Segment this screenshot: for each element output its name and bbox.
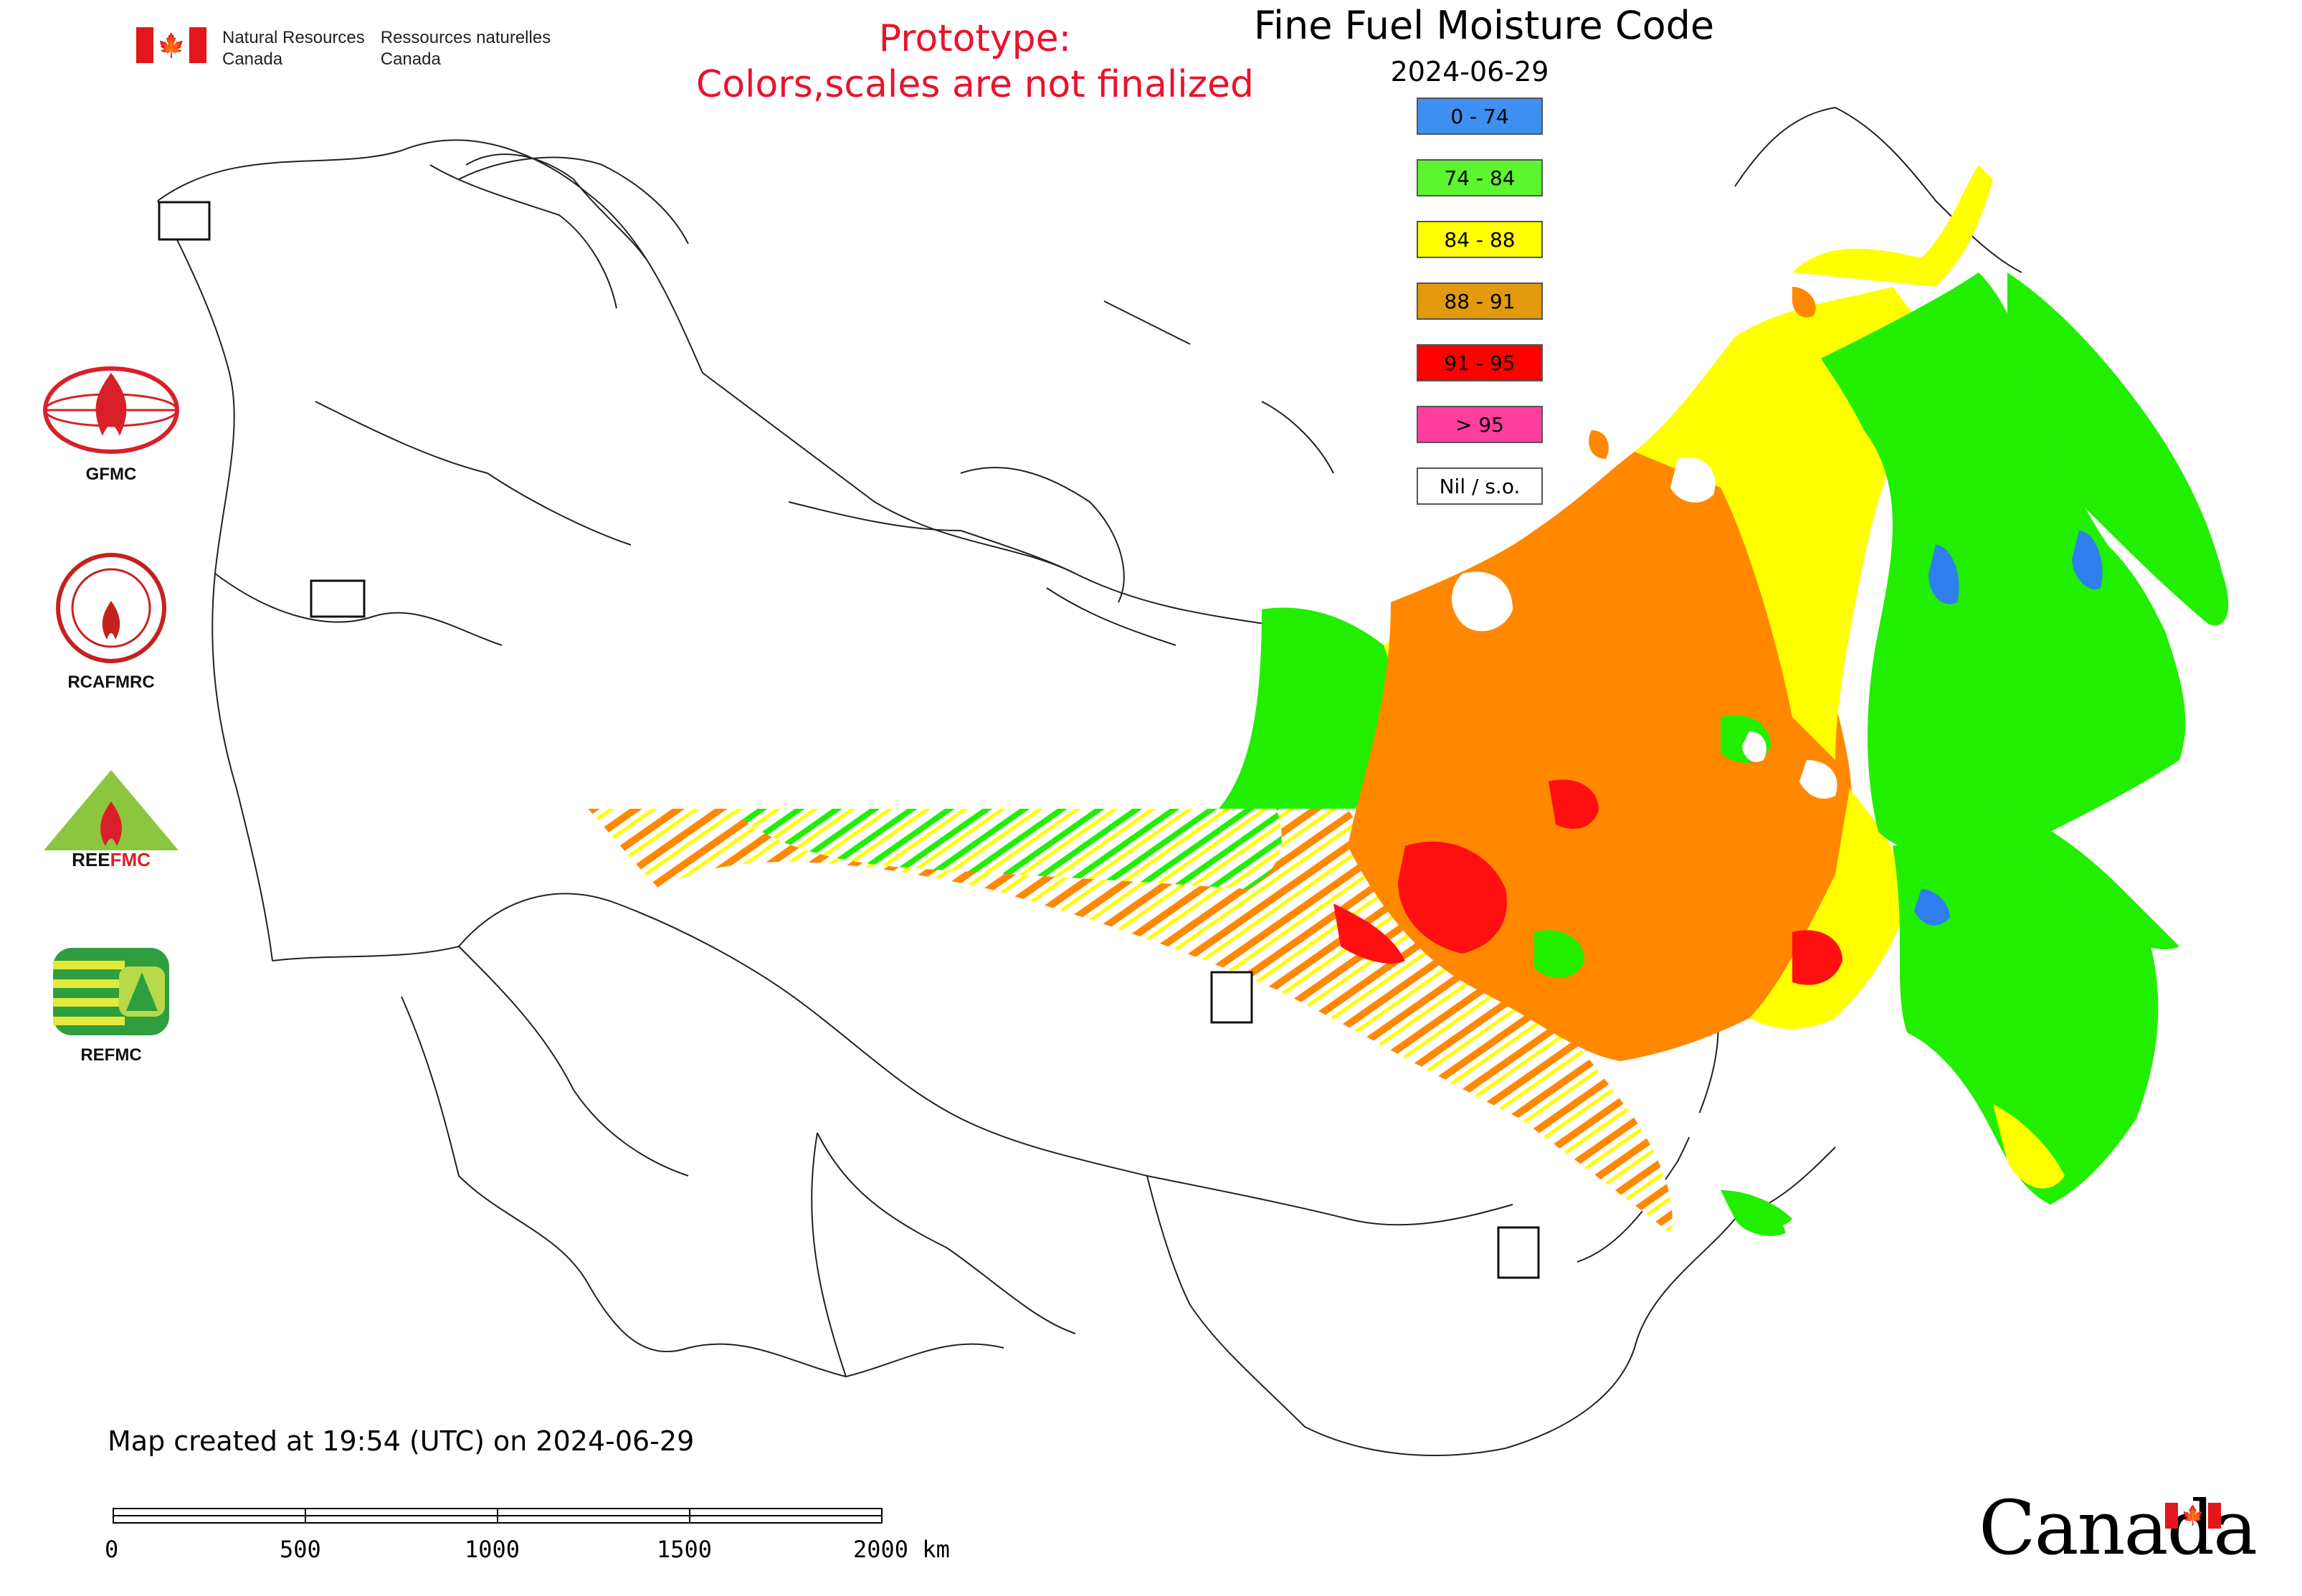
legend-item: 91 - 95: [1417, 344, 1543, 381]
prototype-notice: Prototype: Colors,scales are not finaliz…: [695, 17, 1255, 106]
scale-label: 1000: [465, 1536, 520, 1563]
gfmc-emblem-icon: [43, 366, 179, 454]
scale-label: 1500: [657, 1536, 713, 1563]
legend-item: 88 - 91: [1417, 282, 1543, 320]
refmc-emblem-icon: [53, 948, 169, 1035]
ffmc-raster: [588, 165, 2229, 1236]
nrcan-signature: 🍁 Natural Resources Canada Ressources na…: [136, 27, 551, 70]
legend-item: 74 - 84: [1417, 159, 1543, 196]
scale-label: 500: [280, 1536, 321, 1563]
gfmc-logo: GFMC: [29, 364, 194, 485]
legend-item: > 95: [1417, 406, 1543, 443]
dept-name-en: Natural Resources Canada: [222, 28, 365, 69]
rcafmrc-logo: RCAFMRC: [29, 551, 194, 693]
legend-item: 0 - 74: [1417, 98, 1543, 135]
region-markers: [158, 201, 1540, 1279]
scale-bar: [113, 1508, 883, 1524]
coastlines: [458, 106, 2022, 603]
map-date: 2024-06-29: [1390, 56, 1549, 87]
reefmc-emblem-icon: REEFMC: [32, 770, 190, 870]
dept-name-fr: Ressources naturelles Canada: [380, 28, 551, 69]
refmc-logo: REFMC: [29, 945, 194, 1065]
map-created-text: Map created at 19:54 (UTC) on 2024-06-29: [108, 1425, 695, 1457]
map-title: Fine Fuel Moisture Code: [1253, 3, 1715, 48]
scale-label: 2000 km: [853, 1536, 950, 1563]
rcafmrc-emblem-icon: [56, 553, 166, 663]
reefmc-logo: REEFMC: [29, 766, 194, 876]
svg-text:REEFMC: REEFMC: [72, 849, 151, 870]
legend-item: Nil / s.o.: [1417, 467, 1543, 505]
wordmark-flag-icon: 🍁: [2165, 1503, 2221, 1529]
legend-item: 84 - 88: [1417, 221, 1543, 258]
canada-flag-icon: 🍁: [136, 27, 206, 63]
scale-label: 0: [105, 1536, 119, 1563]
